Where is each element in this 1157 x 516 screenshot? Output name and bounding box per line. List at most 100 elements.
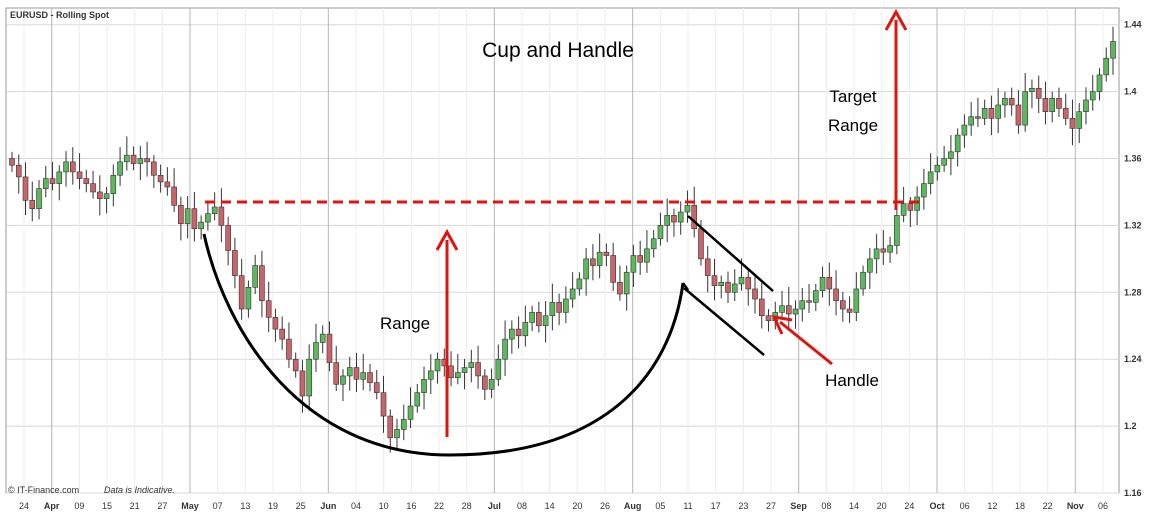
x-tick-label: 21 xyxy=(130,501,140,511)
candle-body-down xyxy=(292,358,299,372)
candle xyxy=(1002,91,1008,118)
x-tick-label: 24 xyxy=(904,501,914,511)
candle-body-up xyxy=(583,258,589,280)
candle xyxy=(1022,72,1028,132)
candle-body-up xyxy=(56,171,63,184)
candle xyxy=(461,358,468,390)
x-tick-label: 24 xyxy=(19,501,29,511)
candle xyxy=(130,146,137,171)
candle xyxy=(400,404,407,441)
candle-body-down xyxy=(15,164,22,178)
candle xyxy=(238,258,245,320)
candle-body-up xyxy=(360,372,367,380)
candle xyxy=(205,203,211,231)
candle xyxy=(245,280,252,318)
range-label: Range xyxy=(380,314,430,333)
x-tick-label: 12 xyxy=(987,501,997,511)
candle-body-down xyxy=(151,161,157,176)
x-tick-label: 05 xyxy=(655,501,665,511)
candle xyxy=(42,165,49,198)
candle-body-up xyxy=(887,245,893,253)
candle-body-up xyxy=(137,158,144,164)
candle xyxy=(590,244,596,281)
candle xyxy=(1056,87,1062,118)
candle xyxy=(9,151,15,172)
candle-body-up xyxy=(812,290,819,303)
candle-body-up xyxy=(488,378,495,390)
candle xyxy=(353,352,360,392)
candle-body-down xyxy=(380,392,387,417)
candle-body-up xyxy=(414,392,421,407)
candle xyxy=(117,147,123,186)
candle-body-down xyxy=(826,276,833,290)
candle-body-up xyxy=(407,405,414,420)
x-tick-label: 15 xyxy=(102,501,112,511)
candle xyxy=(860,265,866,296)
handle-lower-line xyxy=(683,287,765,356)
candle-body-down xyxy=(144,158,150,163)
candle xyxy=(995,88,1001,134)
y-tick-label: 1.16 xyxy=(1124,488,1142,498)
candle xyxy=(630,244,637,287)
candle xyxy=(49,161,56,191)
candle-body-up xyxy=(968,116,974,126)
candle-body-down xyxy=(603,251,610,256)
x-tick-label: 28 xyxy=(462,501,472,511)
candle xyxy=(137,145,144,181)
candle-body-up xyxy=(934,164,941,173)
candle xyxy=(319,325,326,354)
candle-body-down xyxy=(333,362,340,385)
candle-body-down xyxy=(164,181,171,188)
y-tick-label: 1.28 xyxy=(1124,287,1142,297)
candle xyxy=(853,272,860,322)
candle xyxy=(799,287,806,322)
candle-body-down xyxy=(225,225,231,251)
candle xyxy=(15,154,22,194)
candle xyxy=(110,164,117,207)
candle-body-up xyxy=(961,124,968,136)
candle xyxy=(1083,87,1089,125)
candle-body-up xyxy=(644,248,650,263)
candle xyxy=(475,345,481,389)
candle xyxy=(988,95,995,136)
candle-body-down xyxy=(191,208,198,230)
candle-body-down xyxy=(833,288,839,301)
candle xyxy=(765,309,772,332)
candle-body-down xyxy=(130,154,137,164)
candle-body-down xyxy=(448,365,454,378)
candle xyxy=(725,271,731,304)
candle xyxy=(272,308,279,342)
candle-body-up xyxy=(954,134,961,153)
target-arrow-head xyxy=(884,8,908,31)
candle xyxy=(225,216,231,266)
candle-body-up xyxy=(184,208,191,225)
x-tick-label: 06 xyxy=(1098,501,1108,511)
candle-body-down xyxy=(1069,118,1076,129)
candle-body-down xyxy=(1035,87,1042,99)
candle xyxy=(610,242,616,291)
candle xyxy=(367,363,373,392)
candle-body-up xyxy=(731,283,738,293)
candle xyxy=(265,281,272,333)
candle xyxy=(664,198,670,243)
instrument-label: EURUSD - Rolling Spot xyxy=(10,10,109,20)
candle-body-down xyxy=(536,312,542,327)
candle xyxy=(677,201,684,235)
candle-body-down xyxy=(69,161,76,173)
candle xyxy=(360,353,367,390)
candle xyxy=(792,300,799,329)
candle-body-up xyxy=(914,196,920,211)
candle xyxy=(826,262,833,306)
x-tick-label: Oct xyxy=(929,501,944,511)
candle-body-up xyxy=(394,429,400,439)
x-tick-label: 08 xyxy=(517,501,527,511)
candle xyxy=(718,275,725,299)
candle-body-down xyxy=(610,255,616,283)
candle xyxy=(340,369,346,402)
x-tick-label: Jun xyxy=(320,501,336,511)
candle xyxy=(252,254,258,294)
candle xyxy=(434,352,441,384)
candle-body-up xyxy=(542,315,549,327)
x-tick-label: Sep xyxy=(790,501,807,511)
x-tick-label: Nov xyxy=(1067,501,1084,511)
